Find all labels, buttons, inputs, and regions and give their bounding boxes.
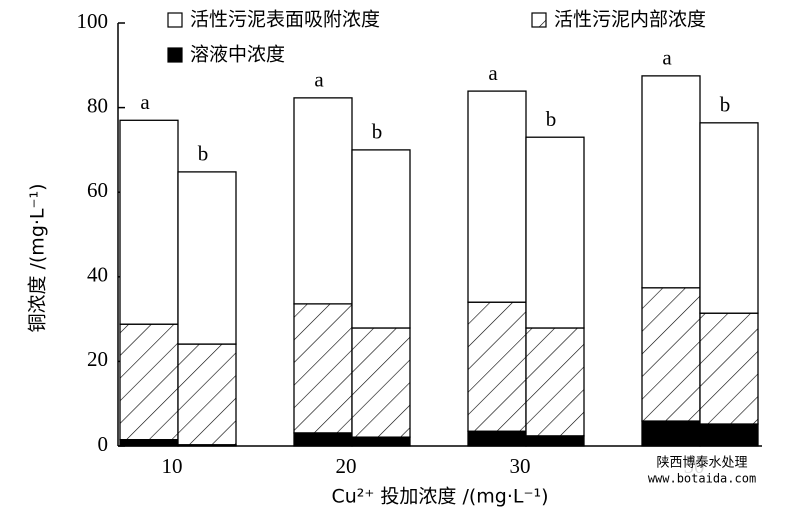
y-tick-label: 20 xyxy=(87,347,108,371)
bar-segment xyxy=(467,301,527,432)
bar-segment xyxy=(119,439,179,447)
bar-segment xyxy=(351,327,411,438)
bar-segment xyxy=(467,90,527,303)
bar-segment xyxy=(177,171,237,345)
bar-label: a xyxy=(140,90,150,114)
bar-segment xyxy=(699,312,759,425)
bar-segment xyxy=(525,136,585,329)
watermark: 陕西博泰水处理 xyxy=(656,456,747,471)
bar-segment xyxy=(293,97,353,305)
bar-segment xyxy=(641,75,701,289)
bar-segment xyxy=(119,323,179,441)
legend-swatch xyxy=(167,12,183,28)
bar-segment xyxy=(525,327,585,437)
bar-label: a xyxy=(662,46,672,70)
x-tick-label: 30 xyxy=(510,454,531,478)
bar-segment xyxy=(293,303,353,434)
bar-label: b xyxy=(372,120,383,144)
bar-segment xyxy=(699,122,759,314)
bar-segment xyxy=(351,149,411,329)
bar-segment xyxy=(641,420,701,447)
watermark-box xyxy=(648,452,756,488)
bar-segment xyxy=(699,423,759,447)
bar-segment xyxy=(119,119,179,325)
bar-label: b xyxy=(198,142,209,166)
bar-label: a xyxy=(488,61,498,85)
bar-segment xyxy=(293,432,353,447)
legend-swatch xyxy=(167,47,183,63)
y-axis-label: 铜浓度 /(mg·L⁻¹) xyxy=(27,183,49,332)
y-tick-label: 100 xyxy=(77,9,109,33)
legend-label: 活性污泥表面吸附浓度 xyxy=(190,9,380,31)
x-axis-label: Cu²⁺ 投加浓度 /(mg·L⁻¹) xyxy=(331,486,548,508)
x-tick-label: 10 xyxy=(162,454,183,478)
bar-label: a xyxy=(314,68,324,92)
bar-segment xyxy=(641,287,701,422)
legend-label: 活性污泥内部浓度 xyxy=(554,9,706,31)
bar-segment xyxy=(525,435,585,447)
bar-segment xyxy=(177,343,237,446)
bar-segment xyxy=(467,430,527,447)
watermark: www.botaida.com xyxy=(648,472,756,486)
x-tick-label: 20 xyxy=(336,454,357,478)
y-tick-label: 60 xyxy=(87,178,108,202)
y-tick-label: 40 xyxy=(87,263,108,287)
bar-segment xyxy=(351,436,411,447)
y-tick-label: 80 xyxy=(87,93,108,117)
y-tick-label: 0 xyxy=(98,432,109,456)
legend-label: 溶液中浓度 xyxy=(190,44,285,66)
bar-label: b xyxy=(720,93,731,117)
legend-swatch xyxy=(531,12,547,28)
bar-label: b xyxy=(546,107,557,131)
